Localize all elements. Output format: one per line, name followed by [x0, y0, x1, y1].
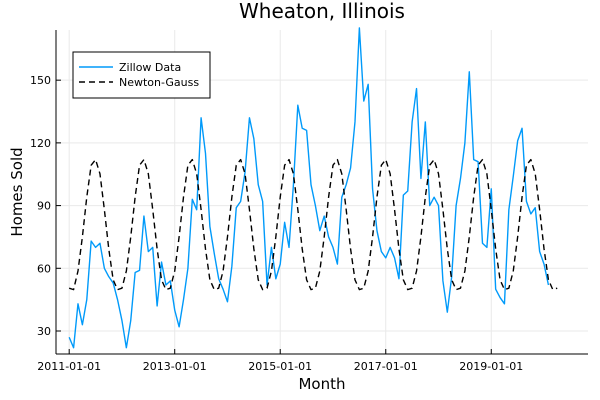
y-axis-label: Homes Sold — [8, 147, 26, 236]
y-tick-label: 150 — [30, 74, 51, 87]
series-line-newton-gauss — [68, 158, 558, 291]
x-tick-label: 2015-01-01 — [248, 360, 312, 373]
axes — [55, 30, 588, 355]
legend: Zillow Data Newton-Gauss — [72, 51, 211, 99]
ticks: 30 60 90 120 150 2011-01-01 2013-01-01 2015-01-… — [30, 74, 523, 373]
x-tick-label: 2017-01-01 — [354, 360, 418, 373]
x-tick-label: 2011-01-01 — [37, 360, 101, 373]
series-line-zillow — [68, 27, 550, 349]
y-tick-label: 90 — [37, 200, 51, 213]
y-tick-label: 30 — [37, 325, 51, 338]
x-axis-label: Month — [298, 375, 345, 393]
series — [68, 27, 558, 349]
legend-box — [72, 51, 211, 99]
legend-label-newton-gauss: Newton-Gauss — [119, 76, 199, 89]
y-tick-label: 120 — [30, 137, 51, 150]
x-tick-label: 2013-01-01 — [143, 360, 207, 373]
legend-label-zillow: Zillow Data — [119, 61, 181, 74]
y-tick-label: 60 — [37, 262, 51, 275]
x-tick-label: 2019-01-01 — [459, 360, 523, 373]
chart-title: Wheaton, Illinois — [239, 0, 405, 23]
